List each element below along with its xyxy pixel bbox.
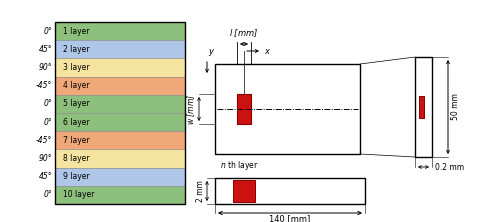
Text: 4 layer: 4 layer (63, 81, 90, 90)
Text: 0°: 0° (44, 118, 52, 127)
Text: -45°: -45° (36, 81, 52, 90)
Text: 0°: 0° (44, 190, 52, 199)
Bar (237, 94, 251, 124)
Text: 7 layer: 7 layer (63, 136, 90, 145)
Text: 90°: 90° (38, 63, 52, 72)
Bar (55, 186, 185, 204)
Text: $w$ [mm]: $w$ [mm] (185, 93, 197, 125)
Text: 140 [mm]: 140 [mm] (270, 214, 310, 222)
Text: 45°: 45° (38, 45, 52, 54)
Text: 9 layer: 9 layer (63, 172, 90, 181)
Bar (55, 95, 185, 113)
Text: 6 layer: 6 layer (63, 118, 90, 127)
Bar (215, 178, 365, 204)
Text: -45°: -45° (36, 136, 52, 145)
Bar (55, 22, 185, 40)
Bar (233, 180, 255, 202)
Text: 0°: 0° (44, 27, 52, 36)
Text: 2 mm: 2 mm (196, 180, 205, 202)
Bar (55, 131, 185, 149)
Text: 50 mm: 50 mm (451, 93, 460, 121)
Bar (215, 64, 360, 154)
Text: 8 layer: 8 layer (63, 154, 90, 163)
Text: 5 layer: 5 layer (63, 99, 90, 108)
Bar (55, 77, 185, 95)
Bar (55, 22, 185, 204)
Bar (55, 58, 185, 77)
Text: 1 layer: 1 layer (63, 27, 90, 36)
Bar (55, 113, 185, 131)
Text: $n$ th layer: $n$ th layer (220, 159, 258, 172)
Text: 3 layer: 3 layer (63, 63, 90, 72)
Bar (419, 96, 424, 118)
Text: 0°: 0° (44, 99, 52, 108)
Text: 10 layer: 10 layer (63, 190, 94, 199)
Text: $x$: $x$ (264, 46, 271, 56)
Text: 2 layer: 2 layer (63, 45, 90, 54)
Text: $y$: $y$ (208, 47, 215, 58)
Text: 90°: 90° (38, 154, 52, 163)
Bar (55, 40, 185, 58)
Bar (55, 149, 185, 168)
Bar (415, 57, 432, 157)
Text: $l$ [mm]: $l$ [mm] (230, 27, 258, 39)
Bar (55, 168, 185, 186)
Text: 45°: 45° (38, 172, 52, 181)
Text: 0.2 mm: 0.2 mm (435, 163, 464, 172)
